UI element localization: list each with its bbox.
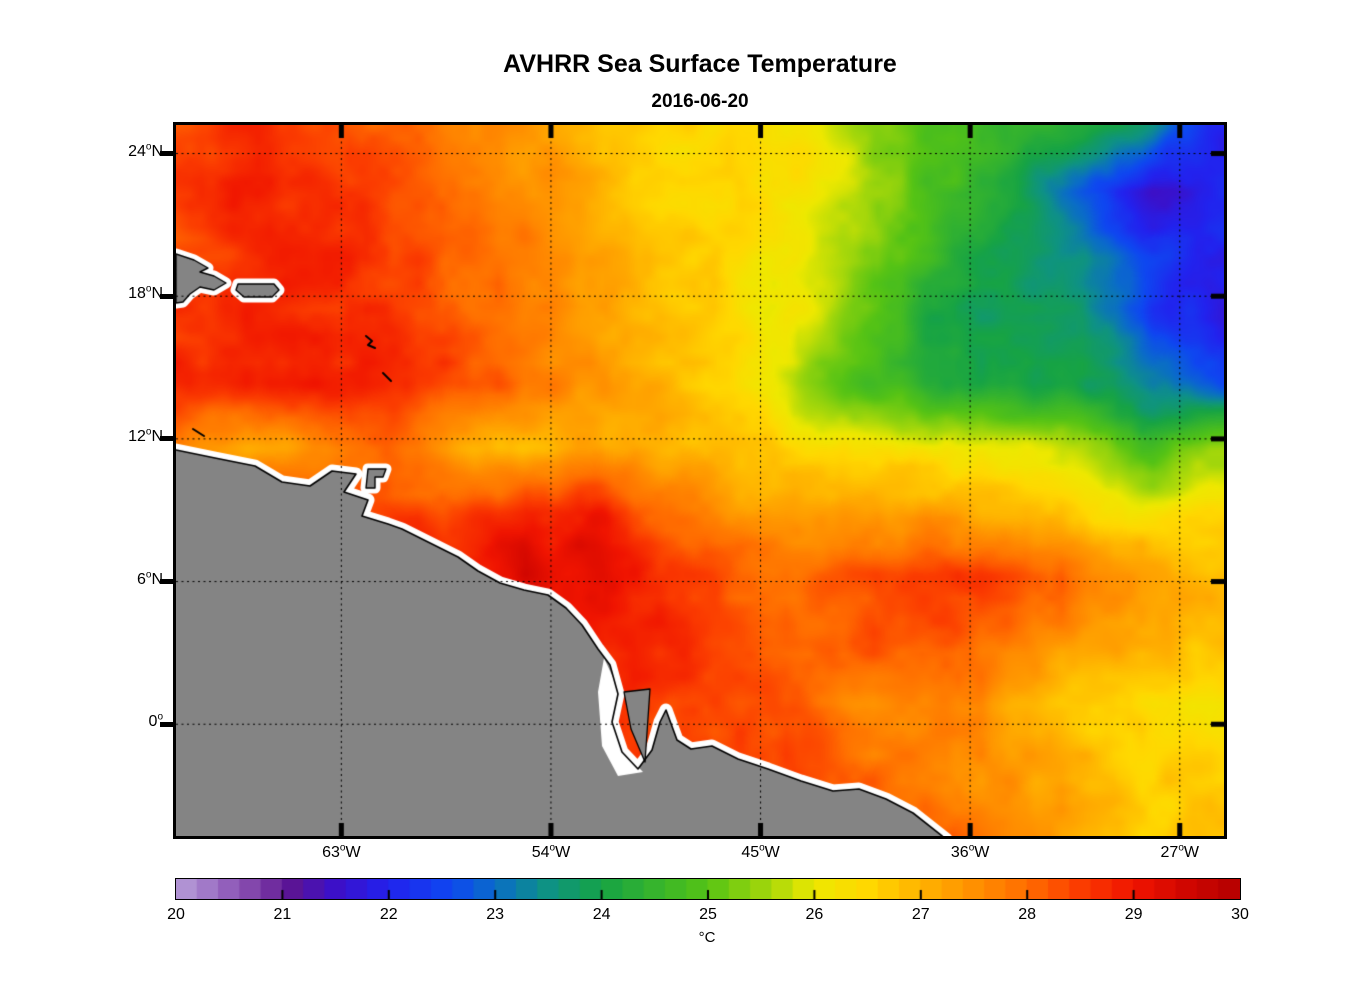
figure-date: 2016-06-20 — [651, 91, 749, 112]
x-tick-label: 45oW — [741, 842, 780, 861]
y-tick-label: 6oN — [136, 569, 163, 588]
x-tick-label: 54oW — [531, 842, 571, 861]
colorbar — [175, 878, 1241, 900]
colorbar-units-label: °C — [698, 929, 716, 946]
map-plot-area — [173, 122, 1227, 839]
colorbar-canvas — [176, 879, 1240, 899]
colorbar-tick-label: 20 — [167, 906, 185, 923]
figure-title: AVHRR Sea Surface Temperature — [503, 50, 897, 78]
y-tick-mark — [160, 721, 176, 727]
sst-map-canvas — [176, 125, 1224, 836]
colorbar-tick-label: 27 — [911, 906, 930, 923]
colorbar-tick-label: 26 — [805, 906, 824, 923]
y-tick-label: 12oN — [128, 426, 163, 445]
y-tick-label: 18oN — [128, 283, 163, 303]
y-tick-mark — [160, 151, 176, 157]
colorbar-tick-label: 28 — [1018, 906, 1037, 923]
y-tick-mark — [160, 293, 176, 299]
y-tick-mark — [160, 579, 176, 585]
colorbar-tick-label: 29 — [1124, 906, 1143, 923]
y-tick-label: 0o — [148, 711, 163, 731]
colorbar-tick-label: 22 — [379, 906, 398, 923]
colorbar-tick-label: 30 — [1231, 906, 1249, 923]
colorbar-tick-label: 25 — [699, 906, 717, 923]
colorbar-tick-label: 21 — [273, 906, 292, 923]
colorbar-tick-label: 24 — [592, 906, 611, 923]
colorbar-tick-label: 23 — [486, 906, 505, 923]
x-tick-label: 36oW — [950, 842, 990, 861]
y-tick-mark — [160, 436, 176, 442]
y-tick-label: 24oN — [128, 141, 163, 160]
x-tick-label: 27oW — [1160, 842, 1199, 861]
x-tick-label: 63oW — [322, 842, 361, 861]
